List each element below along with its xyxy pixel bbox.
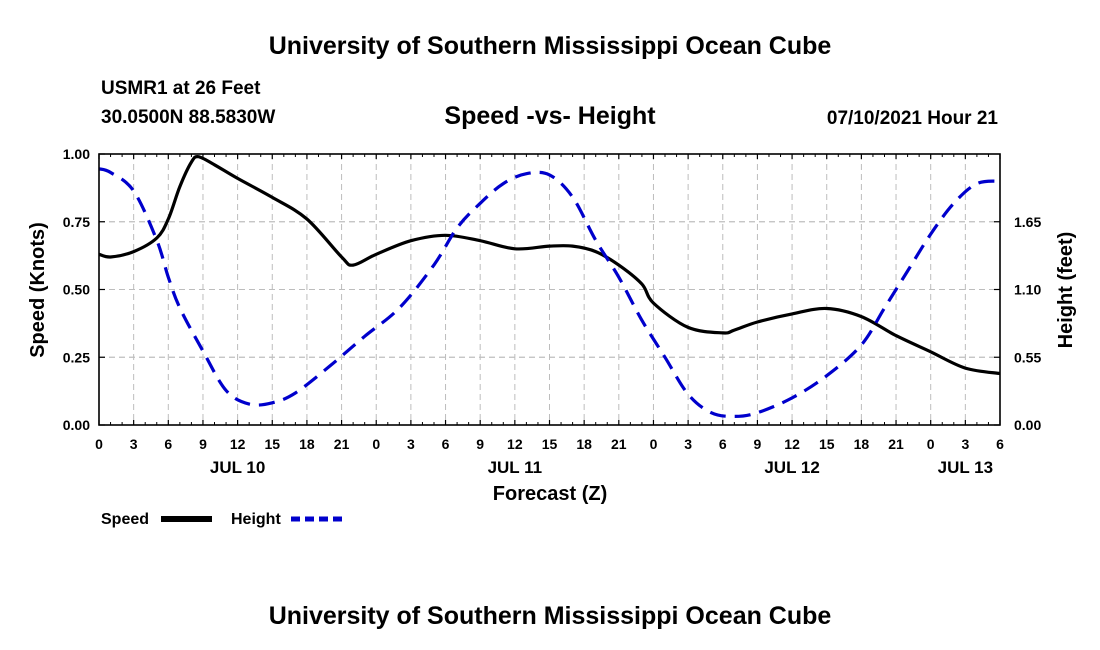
y2-axis-label: Height (feet) bbox=[1055, 232, 1077, 349]
x-tick-label: 3 bbox=[407, 436, 415, 452]
y-tick-label: 0.25 bbox=[63, 349, 90, 365]
x-tick-label: 15 bbox=[264, 436, 280, 452]
y-tick-label: 1.00 bbox=[63, 146, 90, 162]
x-tick-label: 21 bbox=[334, 436, 350, 452]
x-tick-label: 6 bbox=[719, 436, 727, 452]
x-tick-label: 0 bbox=[372, 436, 380, 452]
legend-speed-label: Speed bbox=[101, 511, 149, 528]
station-coordinates: 30.0500N 88.5830W bbox=[101, 107, 275, 128]
day-label: JUL 13 bbox=[938, 458, 993, 477]
chart-subtitle: Speed -vs- Height bbox=[444, 102, 656, 130]
grid-lines bbox=[99, 154, 1000, 425]
y-tick-label: 0.50 bbox=[63, 282, 90, 298]
x-tick-label: 15 bbox=[819, 436, 835, 452]
x-tick-label: 12 bbox=[230, 436, 246, 452]
station-label: USMR1 at 26 Feet bbox=[101, 78, 261, 99]
speed-series-line bbox=[98, 155, 1001, 376]
y2-tick-label: 0.00 bbox=[1014, 417, 1041, 433]
x-tick-label: 6 bbox=[442, 436, 450, 452]
x-tick-label: 12 bbox=[784, 436, 800, 452]
y-tick-label: 0.75 bbox=[63, 214, 90, 230]
x-axis-label: Forecast (Z) bbox=[493, 483, 607, 505]
x-tick-label: 9 bbox=[754, 436, 762, 452]
x-tick-label: 0 bbox=[650, 436, 658, 452]
legend-height-label: Height bbox=[231, 511, 281, 528]
x-tick-label: 12 bbox=[507, 436, 523, 452]
x-tick-label: 3 bbox=[684, 436, 692, 452]
forecast-datetime: 07/10/2021 Hour 21 bbox=[827, 108, 999, 129]
x-tick-label: 18 bbox=[854, 436, 870, 452]
y2-tick-label: 1.65 bbox=[1014, 214, 1041, 230]
footer-title: University of Southern Mississippi Ocean… bbox=[269, 602, 832, 630]
axes-layer: 0 3 6 9 12 15 18 21 0 3 6 9 12 15 18 21 0 3 6 9 12 15 18 21 0 3 6J… bbox=[63, 146, 1042, 477]
x-tick-label: 3 bbox=[130, 436, 138, 452]
day-label: JUL 11 bbox=[488, 458, 543, 477]
y-axis-label: Speed (Knots) bbox=[27, 222, 49, 358]
x-tick-label: 9 bbox=[199, 436, 207, 452]
day-label: JUL 10 bbox=[210, 458, 265, 477]
y-tick-label: 0.00 bbox=[63, 417, 90, 433]
day-label: JUL 12 bbox=[764, 458, 819, 477]
x-tick-label: 6 bbox=[164, 436, 172, 452]
x-tick-label: 18 bbox=[299, 436, 315, 452]
x-tick-label: 9 bbox=[476, 436, 484, 452]
y2-tick-label: 0.55 bbox=[1014, 349, 1041, 365]
x-tick-label: 21 bbox=[888, 436, 904, 452]
y2-tick-label: 1.10 bbox=[1014, 282, 1041, 298]
x-tick-label: 0 bbox=[927, 436, 935, 452]
x-tick-label: 3 bbox=[961, 436, 969, 452]
x-tick-label: 21 bbox=[611, 436, 627, 452]
x-tick-label: 6 bbox=[996, 436, 1004, 452]
series-layer bbox=[98, 155, 1001, 418]
page-title: University of Southern Mississippi Ocean… bbox=[269, 32, 832, 60]
x-tick-label: 18 bbox=[576, 436, 592, 452]
x-tick-label: 0 bbox=[95, 436, 103, 452]
x-tick-label: 15 bbox=[542, 436, 558, 452]
